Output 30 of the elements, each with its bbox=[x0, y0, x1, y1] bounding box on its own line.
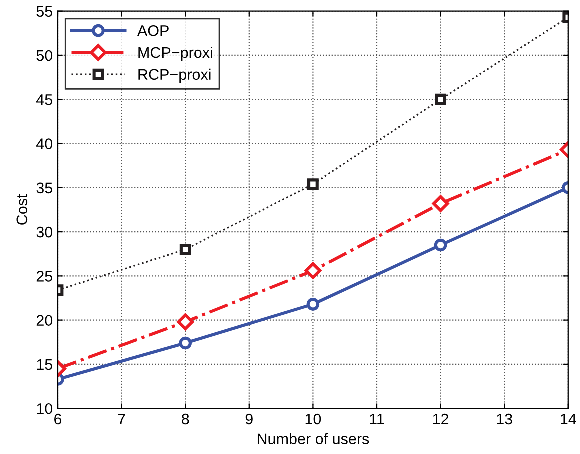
y-tick-label: 45 bbox=[36, 94, 52, 106]
legend-label: MCP−proxi bbox=[138, 46, 212, 62]
y-tick-label: 35 bbox=[36, 182, 52, 194]
y-tick-label: 55 bbox=[36, 6, 52, 18]
y-tick-label: 40 bbox=[36, 138, 53, 150]
x-tick-label: 8 bbox=[182, 414, 190, 425]
x-tick-label: 7 bbox=[118, 414, 126, 425]
point bbox=[434, 238, 448, 252]
x-tick-label: 9 bbox=[246, 414, 253, 425]
point bbox=[432, 195, 450, 212]
x-tick-label: 10 bbox=[306, 414, 322, 425]
y-tick-label: 50 bbox=[36, 50, 53, 62]
legend-label: AOP bbox=[137, 26, 169, 36]
y-tick-label: 30 bbox=[36, 226, 53, 238]
y-tick-label: 10 bbox=[37, 403, 53, 414]
y-tick-label: 25 bbox=[36, 271, 52, 282]
x-axis-title: Number of users bbox=[258, 433, 370, 444]
point bbox=[304, 262, 322, 280]
y-tick-label: 15 bbox=[37, 359, 52, 370]
y-tick-label: 20 bbox=[36, 315, 53, 326]
point bbox=[308, 178, 319, 190]
x-tick-label: 14 bbox=[561, 414, 576, 425]
point bbox=[306, 298, 320, 311]
x-tick-label: 6 bbox=[54, 414, 62, 425]
y-axis-title: Cost bbox=[16, 194, 28, 225]
x-tick-label: 13 bbox=[497, 414, 512, 425]
x-tick-label: 11 bbox=[370, 414, 384, 425]
legend-label: RCP−proxi bbox=[138, 68, 211, 84]
point bbox=[435, 94, 446, 106]
x-tick-label: 12 bbox=[433, 414, 449, 425]
